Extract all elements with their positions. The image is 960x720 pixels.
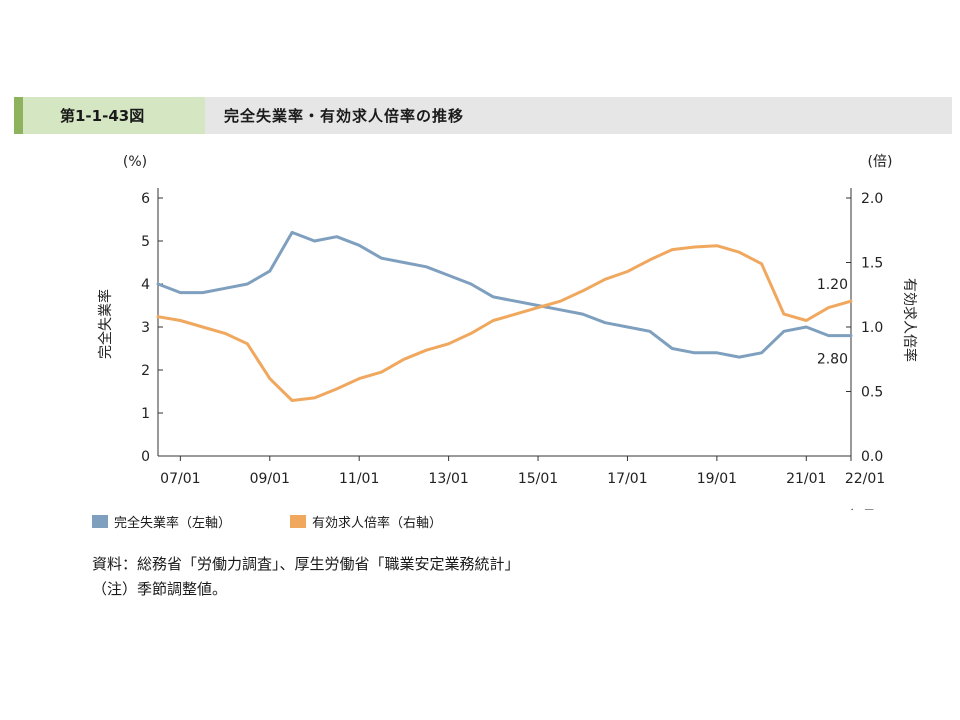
right-axis-unit: (倍) [868,154,893,170]
legend-swatch-unemployment [92,515,108,528]
x-axis-tick-label: 17/01 [607,471,647,487]
left-axis-tick-label: 0 [141,449,150,465]
x-axis-tick-label: 15/01 [518,471,558,487]
legend-label-job-ratio: 有効求人倍率（右軸） [312,516,443,531]
series-line-unemployment [156,230,853,359]
left-axis-tick-label: 1 [141,406,150,422]
unemployment-end-label: 2.80 [817,352,848,368]
right-axis-tick-label: 1.0 [861,320,883,336]
legend-label-unemployment: 完全失業率（左軸） [114,516,232,531]
x-axis-unit: (年月) [843,509,882,510]
left-axis-unit: (%) [123,154,147,170]
series-line-job-ratio [156,244,853,402]
left-axis-label: 完全失業率 [97,289,114,359]
source-note: 資料：総務省「労働力調査」、厚生労働省「職業安定業務統計」 [92,555,520,573]
figure-number: 第1-1-43図 [60,107,145,125]
right-axis-tick-label: 2.0 [861,191,883,207]
figure-number-box [23,97,205,134]
x-axis-tick-label: 09/01 [250,471,290,487]
x-axis-tick-label: 19/01 [697,471,737,487]
right-axis-tick-label: 0.0 [861,449,883,465]
x-axis-tick-label: 07/01 [160,471,200,487]
line-chart: 0 1 2 3 4 5 6 0.0 0.5 1.0 1.5 2.0 07/01 09/01 11/01 13/… [97,154,918,510]
left-axis-tick-label: 4 [141,277,150,293]
remark-note: （注）季節調整値。 [92,580,228,598]
right-axis-tick-label: 0.5 [861,385,883,401]
header-accent-bar [14,97,23,134]
x-axis-tick-label: 13/01 [428,471,468,487]
figure-title: 完全失業率・有効求人倍率の推移 [224,107,465,125]
x-axis-tick-label: 11/01 [339,471,379,487]
figure-header: 第1-1-43図 完全失業率・有効求人倍率の推移 [14,97,952,134]
left-axis-tick-label: 3 [141,320,150,336]
job-ratio-end-label: 1.20 [817,277,848,293]
right-axis-label: 有効求人倍率 [901,278,918,362]
legend-item-unemployment: 完全失業率（左軸） [92,512,231,531]
x-axis-tick-label: 21/01 [786,471,826,487]
left-axis-tick-label: 2 [141,363,150,379]
legend-swatch-job-ratio [290,515,306,528]
left-axis-tick-label: 5 [141,234,150,250]
left-axis-tick-label: 6 [141,191,150,207]
right-axis-tick-label: 1.5 [861,256,883,272]
x-axis-tick-label: 22/01 [845,471,885,487]
legend-item-job-ratio: 有効求人倍率（右軸） [290,512,442,531]
